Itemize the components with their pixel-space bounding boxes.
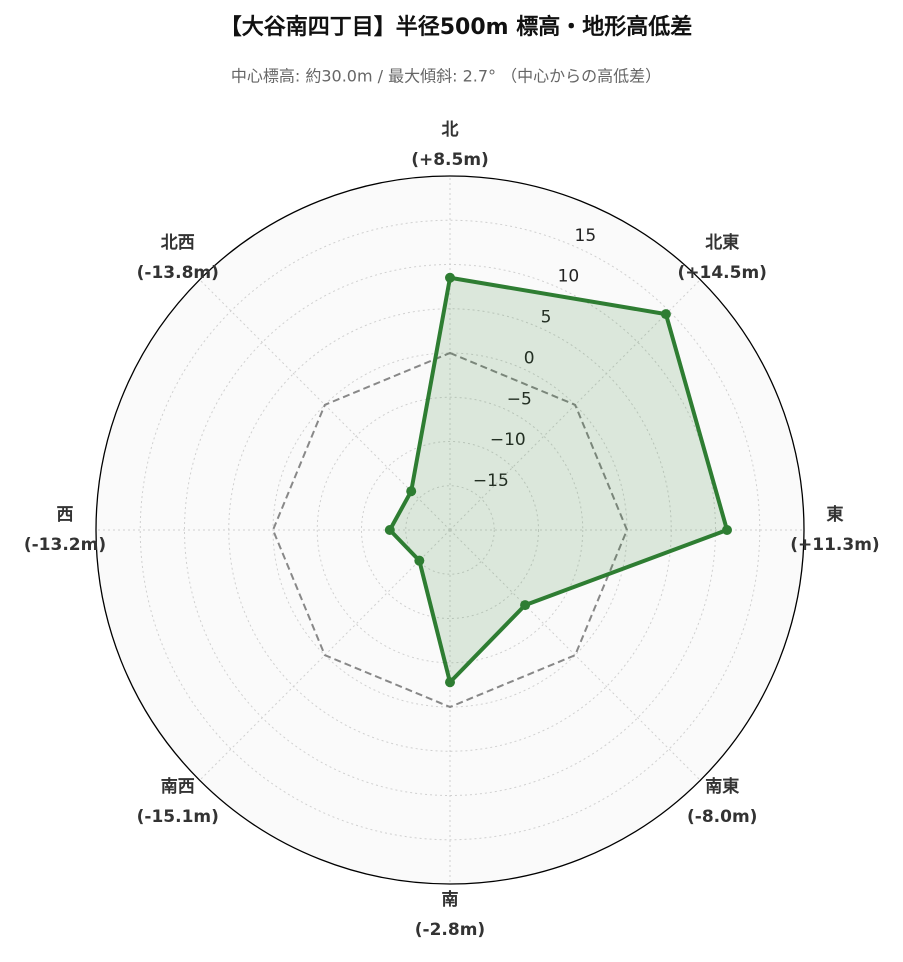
grid-circle (316, 396, 584, 664)
data-point (384, 525, 395, 535)
spoke (449, 529, 701, 781)
r-tick-label: 15 (575, 226, 597, 246)
data-point (414, 555, 425, 566)
reference-line (271, 351, 629, 709)
chart-subtitle: 中心標高: 約30.0m / 最大傾斜: 2.7° （中心からの高低差） (231, 67, 661, 86)
value-label: (+11.3m) (790, 535, 879, 555)
value-label: (-2.8m) (415, 920, 485, 940)
r-tick-label: 10 (558, 267, 580, 287)
r-tick-label: 0 (524, 348, 535, 368)
data-point (660, 309, 671, 320)
r-tick-label: 5 (541, 308, 552, 328)
grid-circle (405, 485, 495, 575)
category-label: 北 (442, 120, 459, 140)
value-label: (-13.8m) (137, 263, 219, 283)
value-label: (+14.5m) (678, 263, 767, 283)
category-label: 東 (827, 504, 844, 525)
chart-title: 【大谷南四丁目】半径500m 標高・地形高低差 (220, 14, 693, 40)
category-label: 北東 (705, 232, 739, 253)
data-point (406, 486, 417, 497)
value-label: (-8.0m) (687, 807, 757, 827)
category-label: 南西 (161, 776, 195, 797)
data-point (520, 600, 531, 611)
value-label: (+8.5m) (411, 150, 489, 170)
data-point (722, 525, 733, 535)
value-label: (-13.2m) (24, 535, 106, 555)
category-label: 南東 (705, 776, 739, 797)
plot-border (95, 175, 805, 885)
data-point (445, 677, 455, 688)
grid-circle (361, 441, 539, 619)
grid-circle (139, 219, 761, 841)
r-tick-label: −10 (490, 430, 526, 450)
r-tick-label: −15 (473, 471, 509, 491)
series-area (389, 277, 728, 683)
category-label: 南 (442, 889, 459, 910)
data-point (445, 272, 455, 283)
category-label: 北西 (161, 233, 195, 253)
category-label: 西 (57, 505, 74, 525)
r-tick-label: −5 (507, 389, 532, 409)
value-label: (-15.1m) (137, 807, 219, 827)
